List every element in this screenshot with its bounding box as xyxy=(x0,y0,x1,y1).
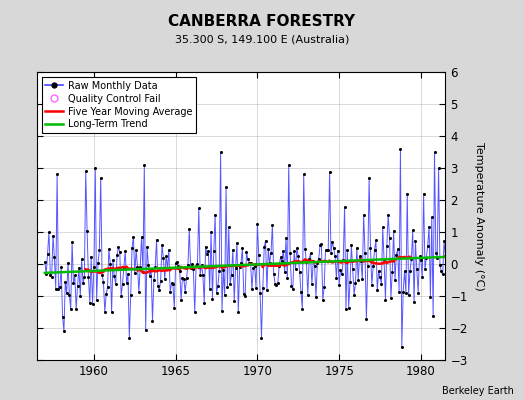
Legend: Raw Monthly Data, Quality Control Fail, Five Year Moving Average, Long-Term Tren: Raw Monthly Data, Quality Control Fail, … xyxy=(41,77,196,133)
Text: 35.300 S, 149.100 E (Australia): 35.300 S, 149.100 E (Australia) xyxy=(175,34,349,44)
Y-axis label: Temperature Anomaly (°C): Temperature Anomaly (°C) xyxy=(474,142,484,290)
Text: Berkeley Earth: Berkeley Earth xyxy=(442,386,514,396)
Text: CANBERRA FORESTRY: CANBERRA FORESTRY xyxy=(168,14,356,29)
